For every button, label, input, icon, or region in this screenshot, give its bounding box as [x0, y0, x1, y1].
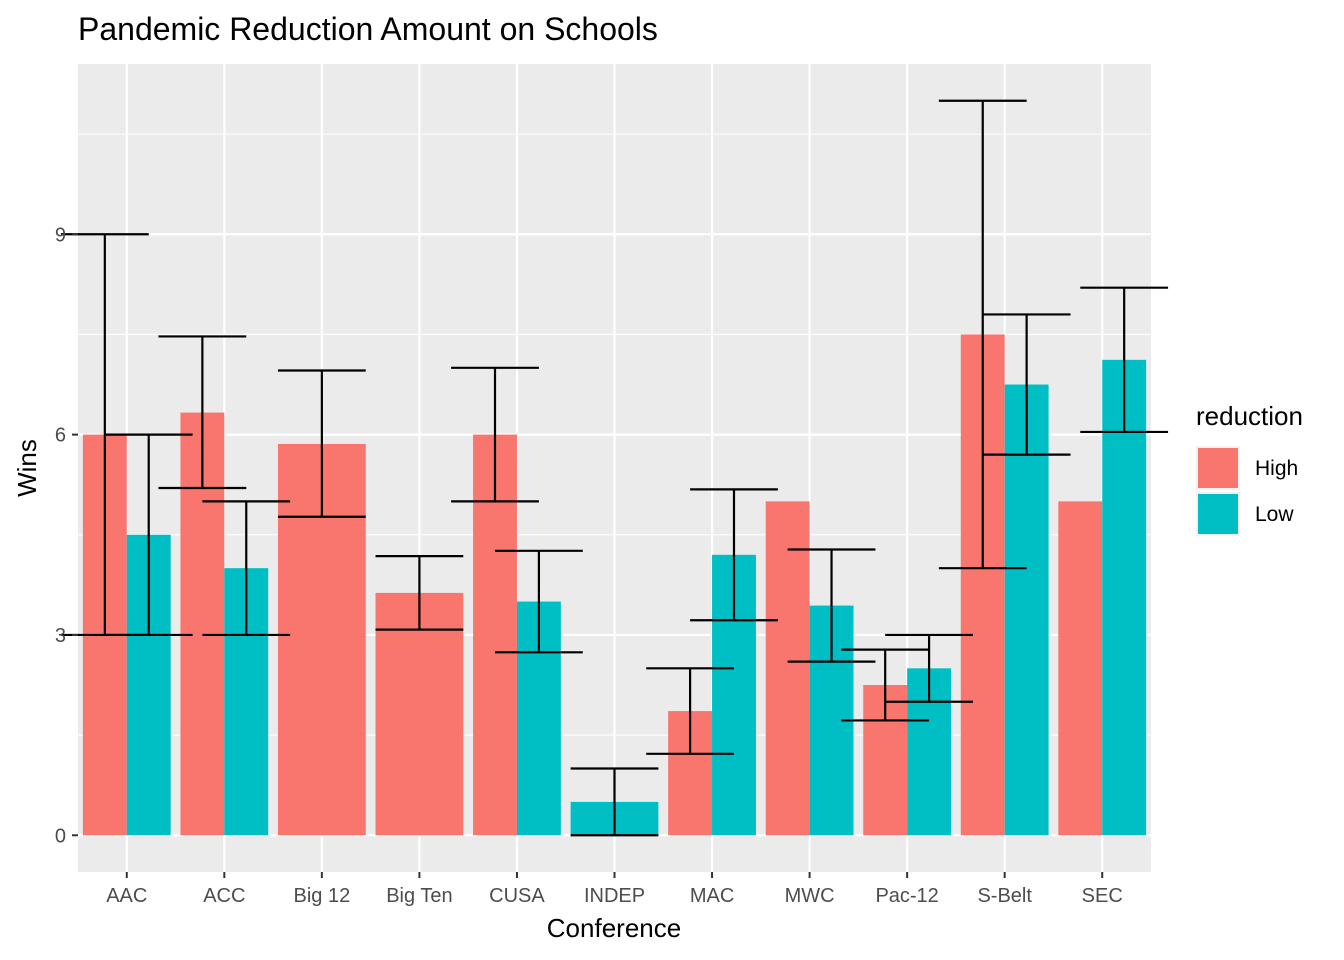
y-tick-label: 9 [55, 224, 66, 246]
x-tick-label: MWC [785, 885, 835, 907]
error-bars [60, 99, 1169, 837]
legend-swatch-high [1198, 448, 1238, 488]
legend-swatch-low [1198, 494, 1238, 534]
bars [82, 334, 1147, 836]
x-tick-label: ACC [203, 885, 245, 907]
bar-low [1004, 384, 1049, 836]
x-tick-label: SEC [1082, 885, 1123, 907]
x-axis: AAC ACC Big 12 Big Ten CUSA INDEP MAC MWC Pac-12… [106, 872, 1123, 907]
legend-label-low: Low [1255, 503, 1294, 526]
x-tick-label: S-Belt [977, 885, 1032, 907]
x-tick-label: Big Ten [386, 885, 452, 907]
x-tick-label: AAC [106, 885, 147, 907]
legend-title: reduction [1196, 401, 1303, 431]
x-tick-label: Pac-12 [875, 885, 938, 907]
bar-low [1102, 359, 1147, 836]
y-tick-label: 3 [55, 625, 66, 647]
y-axis-title: Wins [12, 439, 42, 497]
chart-title: Pandemic Reduction Amount on Schools [78, 11, 658, 47]
y-tick-label: 0 [55, 825, 66, 847]
x-axis-title: Conference [547, 913, 681, 943]
x-tick-label: MAC [690, 885, 734, 907]
y-tick-label: 6 [55, 425, 66, 447]
x-tick-label: Big 12 [294, 885, 351, 907]
legend-label-high: High [1255, 457, 1298, 480]
bar-high [1058, 501, 1103, 836]
x-tick-label: INDEP [584, 885, 645, 907]
legend: reduction High Low [1196, 401, 1303, 536]
bar-high [765, 501, 810, 836]
x-tick-label: CUSA [489, 885, 545, 907]
bar-high [375, 592, 464, 836]
y-axis: 0 3 6 9 [55, 224, 78, 847]
